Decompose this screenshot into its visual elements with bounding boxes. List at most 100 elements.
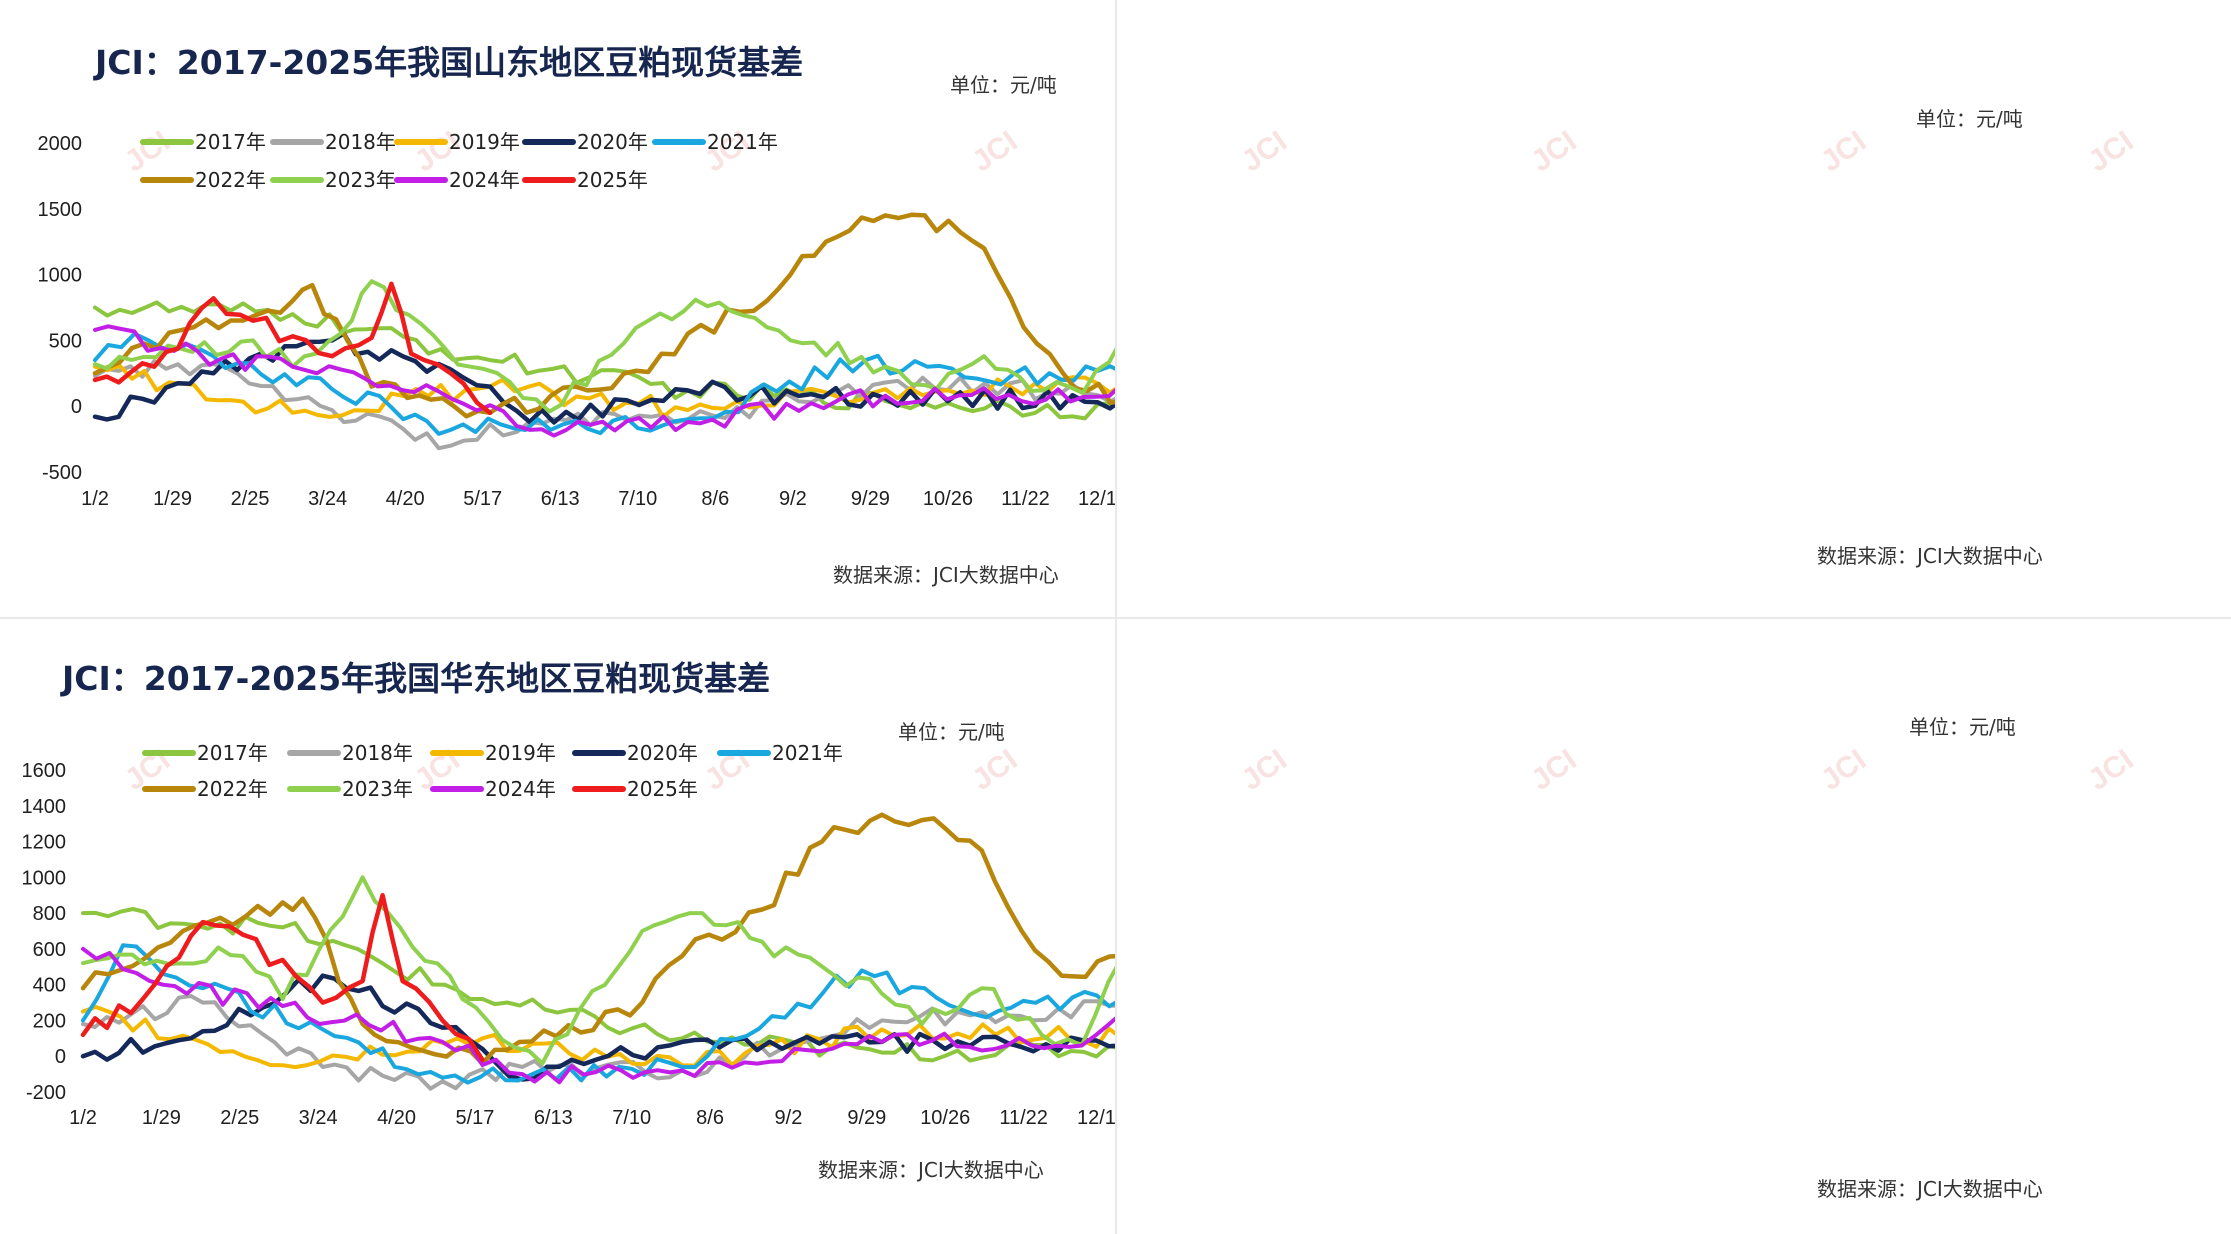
watermark-text: JCI xyxy=(1525,743,1582,797)
series-line-2025年 xyxy=(80,892,485,1063)
chart-svg: JCIJCIJCIJCIJCI：2017-2025年我国华北地区豆粕现货基差单位… xyxy=(1236,107,2140,568)
watermark-text: JCI xyxy=(966,743,1023,797)
legend-label: 2023年 xyxy=(325,168,396,192)
x-tick-label: 12/19 xyxy=(1078,488,1115,510)
unit-label: 单位：元/吨 xyxy=(1909,715,2016,739)
y-tick-label: 200 xyxy=(33,1010,66,1032)
legend-label: 2019年 xyxy=(449,130,520,154)
chart-title: JCI：2017-2025年我国华东地区豆粕现货基差 xyxy=(60,659,770,698)
x-tick-label: 12/19 xyxy=(1077,1107,1115,1129)
legend-label: 2019年 xyxy=(485,741,556,765)
x-tick-label: 4/20 xyxy=(386,488,425,510)
x-tick-label: 9/29 xyxy=(851,488,890,510)
chart-svg: JCIJCIJCIJCIJCI：2017-2025年我国广东地区豆粕现货基差单位… xyxy=(1236,715,2140,1201)
legend-label: 2025年 xyxy=(577,168,648,192)
horizontal-divider xyxy=(0,617,2231,619)
legend-label: 2025年 xyxy=(627,777,698,801)
watermark-text: JCI xyxy=(1815,743,1872,797)
series-line-2024年 xyxy=(93,324,1115,438)
y-tick-label: 1500 xyxy=(38,199,83,221)
legend-label: 2018年 xyxy=(342,741,413,765)
watermark-text: JCI xyxy=(966,125,1023,179)
chart-panel-shandong: JCI JCI JCI JCI JCI：2017-2025年我国山东地区豆粕现货基差 单位… xyxy=(0,0,1115,617)
chart-panel-huabei: JCIJCIJCIJCIJCI：2017-2025年我国华北地区豆粕现货基差单位… xyxy=(1117,0,2231,617)
chart-title: JCI：2017-2025年我国山东地区豆粕现货基差 xyxy=(93,43,803,82)
x-tick-label: 1/2 xyxy=(69,1107,97,1129)
unit-label: 单位：元/吨 xyxy=(950,73,1057,97)
x-tick-label: 2/25 xyxy=(220,1107,259,1129)
legend-label: 2017年 xyxy=(195,130,266,154)
x-tick-label: 4/20 xyxy=(377,1107,416,1129)
watermark-text: JCI xyxy=(1236,125,1293,179)
watermark-text: JCI xyxy=(1236,743,1293,797)
x-tick-label: 2/25 xyxy=(231,488,270,510)
x-tick-label: 1/29 xyxy=(153,488,192,510)
legend-label: 2021年 xyxy=(772,741,843,765)
chart-svg: JCI JCI JCI JCIJCI：2017-2025年我国华东地区豆粕现货基差单位… xyxy=(22,659,1115,1182)
x-tick-label: 10/26 xyxy=(923,488,973,510)
x-tick-label: 10/26 xyxy=(920,1107,970,1129)
x-tick-label: 9/2 xyxy=(779,488,807,510)
legend-label: 2022年 xyxy=(197,777,268,801)
y-tick-label: 1600 xyxy=(22,760,67,782)
y-tick-label: 0 xyxy=(55,1046,66,1068)
watermark-text: JCI xyxy=(1815,125,1872,179)
source-label: 数据来源：JCI大数据中心 xyxy=(818,1158,1044,1182)
source-label: 数据来源：JCI大数据中心 xyxy=(1817,544,2043,568)
y-tick-label: 1000 xyxy=(22,867,67,889)
chart-svg: JCI JCI JCI JCIJCI：2017-2025年我国山东地区豆粕现货基差单位… xyxy=(38,43,1115,587)
series-line-2022年 xyxy=(80,812,1115,1066)
watermark-text: JCI xyxy=(2082,125,2139,179)
legend-label: 2020年 xyxy=(627,741,698,765)
y-tick-label: 1000 xyxy=(38,265,83,287)
y-tick-label: 800 xyxy=(33,903,66,925)
x-tick-label: 9/2 xyxy=(775,1107,803,1129)
source-label: 数据来源：JCI大数据中心 xyxy=(833,563,1059,587)
y-tick-label: 1200 xyxy=(22,832,67,854)
x-tick-label: 1/29 xyxy=(142,1107,181,1129)
y-tick-label: 0 xyxy=(71,396,82,418)
chart-panel-huadong: JCI JCI JCI JCI JCI：2017-2025年我国华东地区豆粕现货基差 单位… xyxy=(0,619,1115,1234)
series-line-2024年 xyxy=(81,946,1115,1085)
x-tick-label: 5/17 xyxy=(463,488,502,510)
x-tick-label: 7/10 xyxy=(618,488,657,510)
x-tick-label: 3/24 xyxy=(308,488,347,510)
x-tick-label: 3/24 xyxy=(299,1107,338,1129)
y-tick-label: 500 xyxy=(49,330,82,352)
x-tick-label: 7/10 xyxy=(612,1107,651,1129)
x-tick-label: 6/13 xyxy=(534,1107,573,1129)
series-line-2020年 xyxy=(80,973,1115,1082)
watermark-text: JCI xyxy=(1525,125,1582,179)
chart-panel-guangdong: JCIJCIJCIJCIJCI：2017-2025年我国广东地区豆粕现货基差单位… xyxy=(1117,619,2231,1234)
legend-label: 2017年 xyxy=(197,741,268,765)
watermark-text: JCI xyxy=(2082,743,2139,797)
unit-label: 单位：元/吨 xyxy=(898,720,1005,744)
legend-label: 2018年 xyxy=(325,130,396,154)
x-tick-label: 5/17 xyxy=(455,1107,494,1129)
series-line-2019年 xyxy=(93,363,1115,419)
source-label: 数据来源：JCI大数据中心 xyxy=(1817,1177,2043,1201)
y-tick-label: -500 xyxy=(42,462,82,484)
unit-label: 单位：元/吨 xyxy=(1916,107,2023,131)
x-tick-label: 9/29 xyxy=(847,1107,886,1129)
legend-label: 2023年 xyxy=(342,777,413,801)
y-tick-label: -200 xyxy=(26,1082,66,1104)
legend-label: 2022年 xyxy=(195,168,266,192)
x-tick-label: 8/6 xyxy=(701,488,729,510)
x-tick-label: 11/22 xyxy=(1001,488,1050,510)
y-tick-label: 1400 xyxy=(22,796,67,818)
legend-label: 2021年 xyxy=(707,130,778,154)
legend-label: 2024年 xyxy=(449,168,520,192)
x-tick-label: 6/13 xyxy=(541,488,580,510)
y-tick-label: 2000 xyxy=(38,133,83,155)
x-tick-label: 8/6 xyxy=(696,1107,724,1129)
legend-label: 2020年 xyxy=(577,130,648,154)
series-line-2022年 xyxy=(92,212,1115,419)
watermark-text: JCI xyxy=(119,125,176,179)
x-tick-label: 11/22 xyxy=(999,1107,1048,1129)
y-tick-label: 600 xyxy=(33,939,66,961)
series-line-2023年 xyxy=(81,875,1115,1066)
legend-label: 2024年 xyxy=(485,777,556,801)
x-tick-label: 1/2 xyxy=(81,488,109,510)
y-tick-label: 400 xyxy=(33,975,66,997)
